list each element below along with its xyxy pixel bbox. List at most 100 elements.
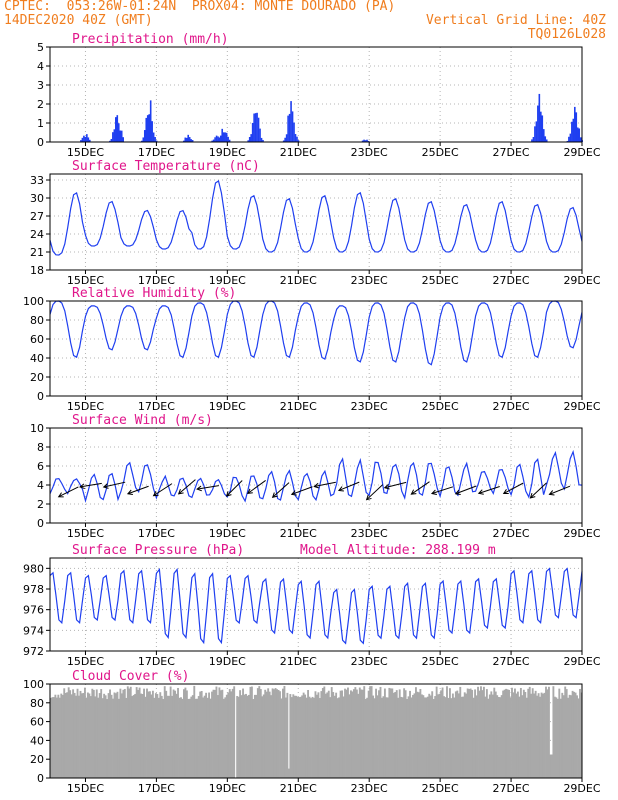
wind-arrow xyxy=(178,479,196,495)
y-tick-label: 40 xyxy=(30,352,44,365)
panel-title: Surface Pressure (hPa) xyxy=(72,543,244,558)
gridlines xyxy=(50,46,583,143)
precip-bar xyxy=(154,137,156,142)
x-tick-label: 29DEC xyxy=(563,782,600,795)
gridlines xyxy=(50,300,583,397)
precip-bar xyxy=(545,139,548,142)
cloud-bar xyxy=(366,697,369,778)
y-tick-label: 20 xyxy=(30,371,44,384)
cloud-bar xyxy=(52,697,55,778)
x-tick-label: 25DEC xyxy=(422,782,459,795)
cloud-bar xyxy=(64,692,67,778)
x-tick-label: 19DEC xyxy=(209,400,246,413)
cloud-bar xyxy=(383,688,386,778)
cloud-bar xyxy=(480,686,482,778)
cloud-bar xyxy=(503,689,506,778)
cloud-bar xyxy=(475,695,478,778)
panel-4 xyxy=(46,427,583,527)
precip-bar xyxy=(225,132,228,142)
cloud-bar xyxy=(242,688,244,778)
precip-bar xyxy=(117,123,120,142)
cloud-bar xyxy=(83,687,86,778)
cloud-bar xyxy=(264,689,267,778)
cloud-bar xyxy=(361,689,364,778)
cloud-bar xyxy=(381,697,383,778)
wind-arrow-head xyxy=(196,485,202,492)
model-altitude-label: Model Altitude: 288.199 m xyxy=(300,543,496,558)
cloud-bar xyxy=(508,689,510,778)
precip-bar xyxy=(191,140,194,142)
cloud-bar xyxy=(119,688,122,778)
cloud-bar xyxy=(558,688,561,778)
cloud-bar xyxy=(162,698,165,778)
y-tick-label: 3 xyxy=(37,79,44,92)
cloud-bar xyxy=(286,692,289,778)
cloud-bar xyxy=(354,687,357,778)
cloud-bar xyxy=(528,686,531,778)
cloud-bar xyxy=(181,698,184,778)
cloud-bar xyxy=(441,687,444,778)
wind-arrow-head xyxy=(383,483,390,490)
cloud-bar xyxy=(471,689,474,778)
cloud-bar xyxy=(58,697,61,778)
cloud-bar xyxy=(304,694,307,778)
precip-bar xyxy=(142,137,145,142)
cloud-bar xyxy=(423,697,426,778)
cloud-bar xyxy=(310,698,312,778)
precip-bar xyxy=(80,140,82,142)
cloud-bar xyxy=(146,688,148,778)
precip-bar xyxy=(222,132,225,142)
x-tick-label: 21DEC xyxy=(280,782,317,795)
cloud-bar xyxy=(500,695,503,778)
cloud-bar xyxy=(112,698,114,778)
precip-bar xyxy=(185,137,188,142)
precip-bar xyxy=(248,137,251,142)
precip-bar xyxy=(288,113,291,142)
cloud-bar xyxy=(369,686,372,778)
y-tick-label: 0 xyxy=(37,772,44,785)
cloud-bar xyxy=(248,694,250,778)
cloud-bar xyxy=(524,691,527,778)
x-tick-label: 27DEC xyxy=(493,527,530,540)
cloud-bar xyxy=(499,697,502,778)
cloud-bar xyxy=(531,688,534,778)
cloud-bar xyxy=(367,690,370,778)
cloud-bar xyxy=(515,693,518,778)
wind-arrow xyxy=(197,485,219,490)
x-tick-label: 17DEC xyxy=(138,274,175,287)
cloud-bar xyxy=(462,696,465,778)
cloud-bar xyxy=(154,693,157,778)
panel-frame xyxy=(49,46,583,143)
precip-bar xyxy=(216,140,219,142)
cloud-bar xyxy=(375,688,377,778)
cloud-bar xyxy=(116,691,119,778)
x-tick-label: 19DEC xyxy=(209,527,246,540)
cloud-bar xyxy=(221,689,224,778)
y-tick-label: 24 xyxy=(30,228,44,241)
series-line xyxy=(49,300,583,366)
cloud-bar xyxy=(388,687,391,778)
precip-bar xyxy=(184,137,187,142)
cloud-bar xyxy=(469,688,472,778)
cloud-bar xyxy=(549,754,552,778)
x-tick-label: 17DEC xyxy=(138,527,175,540)
cloud-bar xyxy=(326,692,329,778)
cloud-bar xyxy=(543,692,546,778)
cloud-bar xyxy=(89,696,92,778)
cloud-bar xyxy=(82,692,85,778)
cloud-bar xyxy=(363,686,366,778)
cloud-bar xyxy=(482,686,485,778)
cloud-bar xyxy=(132,695,135,778)
cloud-bar xyxy=(160,695,163,778)
cloud-bar xyxy=(122,689,125,778)
cloud-bar xyxy=(378,690,380,778)
precip-bar xyxy=(109,140,111,142)
cloud-bar xyxy=(129,686,132,778)
cloud-bar xyxy=(218,687,221,778)
panel-2 xyxy=(46,173,583,274)
cloud-bar xyxy=(270,695,273,778)
cloud-bar xyxy=(494,691,497,778)
cloud-bar xyxy=(431,691,434,778)
cloud-bar xyxy=(138,687,141,778)
cloud-bar xyxy=(317,692,320,778)
